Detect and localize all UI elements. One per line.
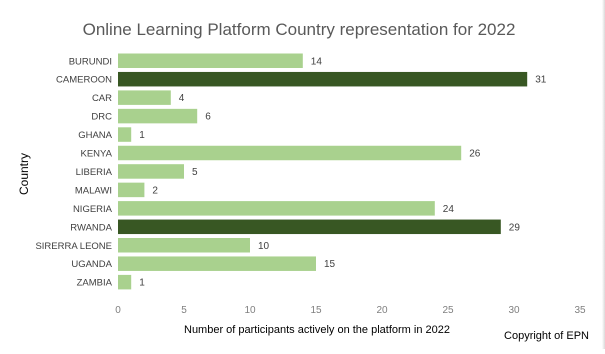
- data-label-sirerra-leone: 10: [258, 241, 270, 252]
- data-label-cameroon: 31: [535, 75, 547, 86]
- data-label-burundi: 14: [311, 56, 323, 67]
- x-tick-label-5: 5: [181, 305, 187, 316]
- category-label-nigeria: NIGERIA: [73, 204, 113, 215]
- bar-zambia: [118, 274, 132, 290]
- x-tick-labels-group: 0 5 10 15 20 25 30 35: [115, 305, 586, 316]
- x-tick-label-35: 35: [574, 305, 586, 316]
- bar-nigeria: [118, 201, 435, 216]
- category-label-liberia: LIBERIA: [76, 167, 113, 178]
- bar-cameroon: [118, 71, 528, 87]
- bar-rwanda: [118, 219, 501, 235]
- copyright-footnote: Copyright of EPN: [504, 330, 589, 342]
- data-label-car: 4: [179, 93, 185, 104]
- category-label-burundi: BURUNDI: [69, 56, 112, 67]
- category-label-malawi: MALAWI: [75, 185, 112, 196]
- chart-title: Online Learning Platform Country represe…: [83, 20, 516, 39]
- category-labels-group: BURUNDI CAMEROON CAR DRC GHANA KENYA LIBERIA MA…: [35, 56, 112, 288]
- x-tick-label-30: 30: [508, 305, 520, 316]
- data-label-rwanda: 29: [509, 222, 521, 233]
- bar-uganda: [118, 256, 316, 271]
- category-label-uganda: UGANDA: [71, 259, 112, 270]
- bar-car: [118, 90, 171, 105]
- category-label-drc: DRC: [91, 112, 112, 123]
- x-tick-label-0: 0: [115, 305, 121, 316]
- category-label-rwanda: RWANDA: [70, 222, 112, 233]
- bar-drc: [118, 108, 198, 124]
- data-label-drc: 6: [205, 112, 211, 123]
- x-tick-label-10: 10: [244, 305, 256, 316]
- data-labels-group: 14 31 4 6 1 26 5 2 24 29 10 15 1: [139, 56, 547, 288]
- x-tick-label-15: 15: [310, 305, 322, 316]
- y-axis-title: Country: [17, 153, 31, 195]
- window-edge: [602, 0, 605, 349]
- data-label-zambia: 1: [139, 278, 145, 289]
- category-label-ghana: GHANA: [78, 130, 112, 141]
- x-tick-label-25: 25: [442, 305, 454, 316]
- bar-sirerra-leone: [118, 238, 250, 253]
- x-axis-title: Number of participants actively on the p…: [184, 324, 450, 336]
- bar-malawi: [118, 182, 145, 198]
- category-label-zambia: ZAMBIA: [77, 278, 113, 289]
- data-label-uganda: 15: [324, 259, 336, 270]
- bar-burundi: [118, 53, 303, 68]
- category-label-sirerra-leone: SIRERRA LEONE: [35, 241, 112, 252]
- bar-ghana: [118, 127, 132, 142]
- data-label-malawi: 2: [152, 185, 158, 196]
- category-label-kenya: KENYA: [80, 149, 112, 160]
- bars-group: [118, 53, 528, 290]
- data-label-nigeria: 24: [443, 204, 455, 215]
- data-label-kenya: 26: [469, 149, 481, 160]
- data-label-ghana: 1: [139, 130, 145, 141]
- category-label-cameroon: CAMEROON: [56, 75, 112, 86]
- data-label-liberia: 5: [192, 167, 198, 178]
- bar-liberia: [118, 164, 184, 179]
- category-label-car: CAR: [92, 93, 112, 104]
- x-tick-label-20: 20: [376, 305, 388, 316]
- bar-kenya: [118, 145, 462, 161]
